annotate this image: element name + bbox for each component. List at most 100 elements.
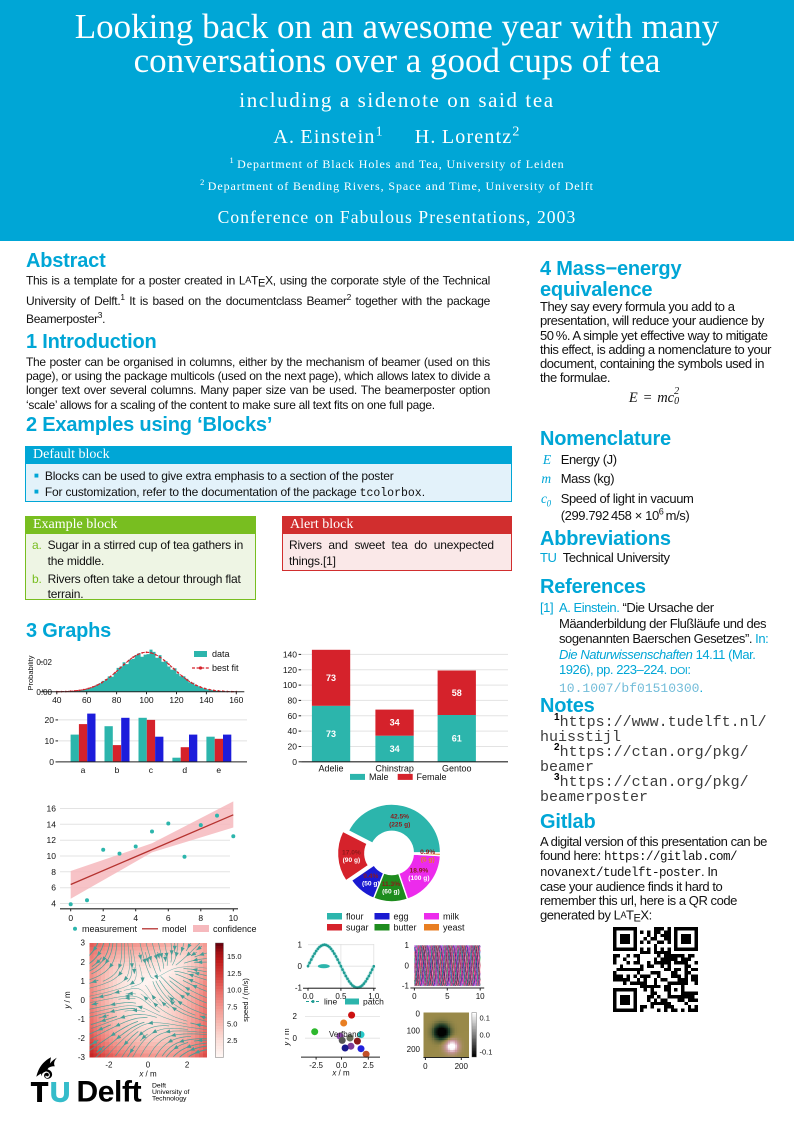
svg-text:data: data [212,649,230,659]
svg-text:(100 g): (100 g) [408,875,429,882]
svg-text:Male: Male [369,772,389,782]
svg-text:0: 0 [298,962,303,971]
svg-text:3: 3 [81,939,86,948]
svg-text:0: 0 [423,1062,428,1071]
svg-text:line: line [324,997,338,1007]
svg-text:(225 g): (225 g) [389,821,410,828]
svg-text:egg: egg [394,912,409,922]
svg-text:a: a [81,765,86,775]
svg-text:0: 0 [412,992,417,1001]
svg-text:-2: -2 [105,1060,113,1069]
svg-text:U: U [50,1077,69,1108]
svg-text:e: e [216,765,221,775]
svg-text:x / m: x / m [331,1069,350,1078]
svg-text:0: 0 [68,913,73,923]
svg-text:140: 140 [283,649,297,659]
svg-text:patch: patch [363,997,384,1007]
svg-text:10: 10 [229,913,239,923]
svg-text:0: 0 [293,1034,298,1043]
svg-text:University of: University of [152,1089,190,1096]
svg-text:18.9%: 18.9% [410,867,429,874]
svg-text:7.5: 7.5 [227,1002,237,1011]
svg-text:-2: -2 [78,1034,86,1043]
svg-text:0.00: 0.00 [36,688,52,697]
svg-text:1: 1 [405,941,410,950]
svg-text:butter: butter [394,923,417,933]
svg-text:2.5: 2.5 [227,1036,237,1045]
svg-text:200: 200 [407,1045,421,1054]
svg-text:yeast: yeast [443,923,465,933]
svg-text:model: model [162,924,187,934]
svg-text:1: 1 [298,940,303,949]
svg-text:2.5: 2.5 [363,1061,375,1070]
svg-text:d: d [182,765,187,775]
svg-text:60: 60 [288,711,298,721]
svg-text:Adelie: Adelie [318,763,343,773]
svg-text:Delft: Delft [77,1076,142,1109]
svg-text:confidence: confidence [213,924,257,934]
svg-text:140: 140 [199,695,213,705]
svg-text:0: 0 [292,757,297,767]
svg-text:120: 120 [169,695,183,705]
svg-text:c: c [149,765,154,775]
svg-text:15.0: 15.0 [227,952,242,961]
svg-text:40: 40 [52,695,62,705]
svg-text:100: 100 [407,1027,421,1036]
svg-text:0: 0 [81,996,86,1005]
svg-text:1: 1 [81,977,86,986]
svg-text:0.5: 0.5 [335,992,347,1001]
svg-text:4: 4 [133,913,138,923]
svg-text:-2.5: -2.5 [309,1061,323,1070]
svg-text:(60 g): (60 g) [382,889,400,896]
svg-text:34: 34 [390,718,400,728]
svg-text:2: 2 [101,913,106,923]
svg-text:8: 8 [198,913,203,923]
svg-text:best fit: best fit [212,663,239,673]
svg-text:0: 0 [405,961,410,970]
svg-text:Verfband: Verfband [329,1030,361,1039]
svg-text:34: 34 [390,744,400,754]
svg-text:16: 16 [47,804,57,814]
svg-text:5.0: 5.0 [227,1019,237,1028]
svg-text:0: 0 [416,1010,421,1019]
svg-text:Probability: Probability [28,655,35,690]
svg-text:58: 58 [452,688,462,698]
svg-text:-1: -1 [402,982,410,991]
svg-text:2: 2 [185,1060,190,1069]
svg-text:Female: Female [417,772,447,782]
svg-text:-3: -3 [78,1053,86,1062]
svg-text:y / m: y / m [63,991,72,1010]
svg-text:-0.1: -0.1 [480,1048,493,1057]
svg-text:(90 g): (90 g) [343,857,361,864]
svg-text:80: 80 [112,695,122,705]
svg-text:60: 60 [82,695,92,705]
svg-text:6: 6 [166,913,171,923]
svg-text:T: T [31,1077,48,1108]
svg-text:b: b [115,765,120,775]
svg-text:200: 200 [455,1062,469,1071]
svg-text:y / m: y / m [285,1028,291,1047]
svg-text:73: 73 [326,673,336,683]
svg-text:160: 160 [229,695,243,705]
svg-text:8: 8 [51,867,56,877]
svg-text:5: 5 [445,992,450,1001]
svg-text:Delft: Delft [152,1083,166,1090]
svg-text:80: 80 [288,695,298,705]
svg-text:14: 14 [47,819,57,829]
svg-text:10: 10 [476,992,485,1001]
svg-text:4: 4 [51,899,56,909]
svg-text:10.0: 10.0 [227,986,242,995]
svg-text:Gentoo: Gentoo [442,763,472,773]
svg-text:Chinstrap: Chinstrap [375,763,414,773]
svg-text:9.4%: 9.4% [363,873,378,880]
svg-text:11.3%: 11.3% [382,881,400,888]
svg-text:0: 0 [49,757,54,767]
svg-text:(5 g): (5 g) [421,857,435,864]
svg-text:12: 12 [47,835,57,845]
svg-text:10: 10 [47,851,57,861]
svg-text:40: 40 [288,726,298,736]
svg-text:milk: milk [443,912,459,922]
svg-text:10: 10 [45,736,55,746]
svg-text:17.0%: 17.0% [342,849,361,856]
svg-text:(50 g): (50 g) [362,881,380,888]
